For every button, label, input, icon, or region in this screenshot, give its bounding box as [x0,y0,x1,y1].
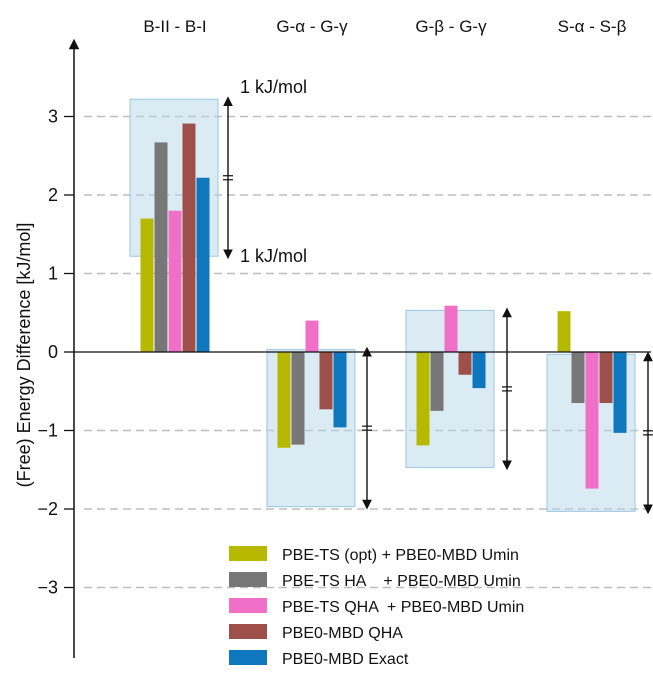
bar [416,352,430,446]
bar [168,210,182,352]
bar [154,142,168,352]
bar [196,177,210,352]
y-axis-label: (Free) Energy Difference [kJ/mol] [14,223,34,488]
category-label: G-β - G-γ [415,17,487,36]
legend-swatch [229,650,267,665]
annotation-1kj-bottom: 1 kJ/mol [240,246,307,266]
y-tick-label: 2 [48,185,58,205]
legend-label: PBE-TS (opt) + PBE0-MBD Umin [282,547,519,564]
bar [291,352,305,445]
legend-label: PBE-TS QHA + PBE0-MBD Umin [282,599,524,616]
legend-label: PBE-TS HA + PBE0-MBD Umin [282,573,521,590]
y-tick-label: −1 [37,421,58,441]
bar [319,352,333,410]
y-ticks: 3 2 1 0 −1 −2 −3 [37,107,74,598]
bar [444,305,458,352]
bars [140,123,627,489]
category-labels: B-II - B-I G-α - G-γ G-β - G-γ S-α - S-β [143,17,626,36]
bar [458,352,472,375]
legend-swatch [229,624,267,639]
bar [305,320,319,352]
y-tick-label: 0 [48,342,58,362]
bar [472,352,486,389]
legend-label: PBE0-MBD QHA [282,625,403,642]
bar [613,352,627,433]
category-label: B-II - B-I [143,17,206,36]
bar [599,352,613,404]
y-tick-label: 3 [48,107,58,127]
bar [571,352,585,404]
bar [182,123,196,352]
category-label: S-α - S-β [558,17,627,36]
y-tick-label: −3 [37,578,58,598]
y-tick-label: 1 [48,264,58,284]
legend: PBE-TS (opt) + PBE0-MBD Umin PBE-TS HA + … [229,546,524,668]
bar [585,352,599,489]
category-label: G-α - G-γ [276,17,348,36]
legend-swatch [229,572,267,587]
bar [430,352,444,411]
legend-label: PBE0-MBD Exact [282,651,409,668]
range-arrows [223,96,653,515]
bar [140,218,154,352]
bar [557,311,571,352]
bar [333,352,347,428]
annotation-1kj-top: 1 kJ/mol [240,77,307,97]
legend-swatch [229,598,267,613]
legend-swatch [229,546,267,561]
y-tick-label: −2 [37,499,58,519]
bar [277,352,291,448]
